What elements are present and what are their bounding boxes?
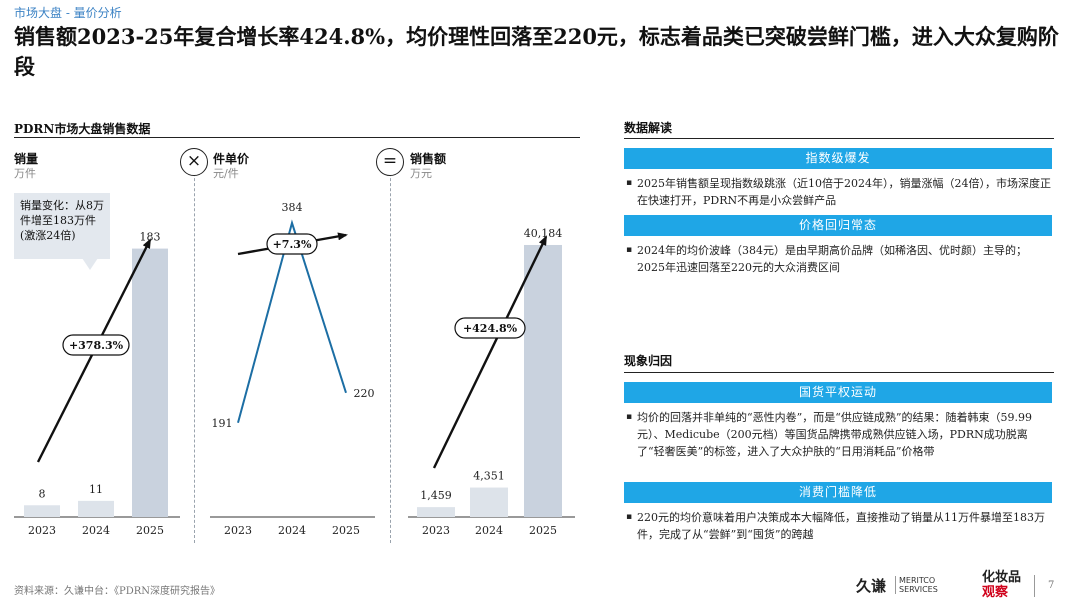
growth-badge [62, 334, 130, 356]
panel-price-label: 件单价 [213, 152, 250, 166]
banner-price-normalization: 价格回归常态 [624, 215, 1052, 236]
banner-exponential-growth: 指数级爆发 [624, 148, 1052, 169]
chart-section-rule [14, 137, 580, 138]
volume-callout-tail [82, 258, 98, 270]
bar [524, 244, 562, 517]
tick-label: 2025 [332, 524, 360, 537]
panel-price-unit: 元/件 [213, 167, 239, 180]
panel-volume-label: 销量 [14, 152, 39, 166]
chart-section-title: PDRN市场大盘销售数据 [14, 122, 151, 136]
data-label: 40,184 [524, 227, 563, 240]
interpretation-rule [624, 138, 1054, 139]
logo-line-2: 观察 [982, 585, 1009, 600]
list-item: 2025年销售额呈现指数级跳涨（近10倍于2024年），销量涨幅（24倍），市场… [624, 175, 1054, 209]
tick-label: 2025 [529, 524, 557, 537]
growth-badge [454, 317, 526, 339]
data-label: 220 [354, 387, 375, 400]
growth-label: +424.8% [463, 322, 518, 335]
attribution-rule [624, 372, 1054, 373]
page-title: 销售额2023-25年复合增长率424.8%，均价理性回落至220元，标志着品类… [14, 24, 1059, 79]
tick-label: 2024 [475, 524, 503, 537]
page-number: 7 [1048, 580, 1055, 591]
data-label: 4,351 [473, 470, 505, 483]
bullet-list: 均价的回落并非单纯的“恶性内卷”，而是“供应链成熟”的结果：随着韩束（59.99… [624, 409, 1054, 460]
bullet-list: 2025年销售额呈现指数级跳涨（近10倍于2024年），销量涨幅（24倍），市场… [624, 175, 1054, 209]
meritco-logo-sub: MERITCO SERVICES [895, 576, 938, 594]
attribution-title: 现象归因 [624, 354, 673, 368]
price-line [237, 219, 347, 424]
equals-icon: = [376, 148, 404, 176]
bar [470, 487, 508, 517]
interpretation-title: 数据解读 [624, 121, 673, 135]
bullet-list: 2024年的均价波峰（384元）是由早期高价品牌（如稀洛因、优时颜）主导的；20… [624, 242, 1054, 276]
bar [417, 507, 455, 517]
data-label: 191 [212, 417, 233, 430]
meritco-logo-line: MERITCO [899, 576, 936, 585]
meritco-logo-line: SERVICES [899, 585, 938, 594]
data-label: 1,459 [420, 489, 452, 502]
panel-volume-unit: 万件 [14, 167, 36, 180]
volume-callout: 销量变化：从8万件增至183万件 (激涨24倍) [14, 193, 110, 259]
panel-sales-label: 销售额 [410, 152, 447, 166]
data-label: 384 [282, 201, 303, 214]
tick-label: 2023 [28, 524, 56, 537]
panel-separator-1 [194, 148, 195, 543]
growth-label: +7.3% [273, 238, 312, 251]
tick-label: 2024 [82, 524, 110, 537]
growth-badge [266, 233, 318, 255]
multiply-icon: × [180, 148, 208, 176]
list-item: 均价的回落并非单纯的“恶性内卷”，而是“供应链成熟”的结果：随着韩束（59.99… [624, 409, 1054, 460]
growth-label: +378.3% [69, 339, 124, 352]
banner-lower-threshold: 消费门槛降低 [624, 482, 1052, 503]
cosmetics-observer-logo: 化妆品 观察 [982, 570, 1021, 600]
tick-label: 2025 [136, 524, 164, 537]
tick-label: 2023 [422, 524, 450, 537]
bar [78, 500, 114, 517]
panel-separator-2 [390, 148, 391, 543]
bullet-list: 220元的均价意味着用户决策成本大幅降低，直接推动了销量从11万件暴增至183万… [624, 509, 1054, 543]
source-note: 资料来源：久谦中台：《PDRN深度研究报告》 [14, 586, 221, 597]
tick-label: 2023 [224, 524, 252, 537]
sales-charts: 820231120241832025+378.3%191202338420242… [14, 201, 575, 537]
meritco-logo: 久谦 [856, 577, 887, 595]
breadcrumb: 市场大盘 - 量价分析 [14, 6, 122, 20]
banner-domestic-brands: 国货平权运动 [624, 382, 1052, 403]
growth-arrow [432, 235, 548, 469]
tick-label: 2024 [278, 524, 306, 537]
bar [24, 505, 60, 517]
list-item: 2024年的均价波峰（384元）是由早期高价品牌（如稀洛因、优时颜）主导的；20… [624, 242, 1054, 276]
page-divider [1034, 575, 1035, 597]
panel-sales-unit: 万元 [410, 167, 432, 180]
list-item: 220元的均价意味着用户决策成本大幅降低，直接推动了销量从11万件暴增至183万… [624, 509, 1054, 543]
data-label: 11 [89, 483, 103, 496]
data-label: 8 [39, 487, 46, 500]
bar [132, 248, 168, 517]
logo-line-1: 化妆品 [982, 570, 1022, 585]
